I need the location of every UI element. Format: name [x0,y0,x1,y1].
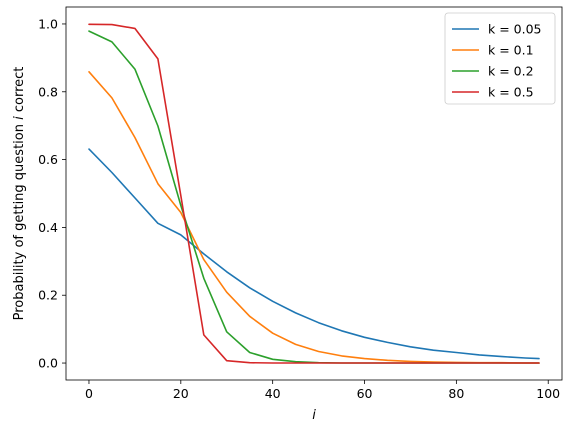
y-tick-label: 1.0 [38,16,58,31]
y-axis: 0.0 0.2 0.4 0.6 0.8 1.0 [38,16,66,371]
x-tick-label: 60 [357,386,373,401]
x-tick-label: 100 [536,386,560,401]
y-axis-label-part-3: correct [12,67,27,117]
y-axis-label-part-2: i [12,116,27,120]
x-tick-label: 0 [85,386,93,401]
legend: k = 0.05 k = 0.1 k = 0.2 k = 0.5 [444,12,556,105]
y-tick-label: 0.6 [38,152,58,167]
y-tick-label: 0.2 [38,288,58,303]
legend-items: k = 0.05 k = 0.1 k = 0.2 k = 0.5 [452,22,542,100]
y-tick-label: 0.8 [38,84,58,99]
y-tick-label: 0.0 [38,356,58,371]
y-tick-label: 0.4 [38,220,58,235]
x-axis: 0 20 40 60 80 100 [85,380,560,401]
x-tick-label: 20 [173,386,189,401]
series-layer [88,23,540,364]
x-axis-label: i [312,408,316,423]
series-line-4 [88,23,540,364]
x-tick-label: 80 [448,386,464,401]
legend-box [444,12,556,105]
legend-label-4: k = 0.5 [488,85,534,100]
legend-label-1: k = 0.05 [488,22,542,37]
y-axis-label: Probability of getting question i correc… [12,67,27,321]
legend-label-2: k = 0.1 [488,43,534,58]
x-tick-label: 40 [265,386,281,401]
plot-frame [65,6,563,381]
series-line-1 [88,148,540,360]
y-axis-label-part-1: Probability of getting question [12,120,27,321]
legend-label-3: k = 0.2 [488,64,534,79]
